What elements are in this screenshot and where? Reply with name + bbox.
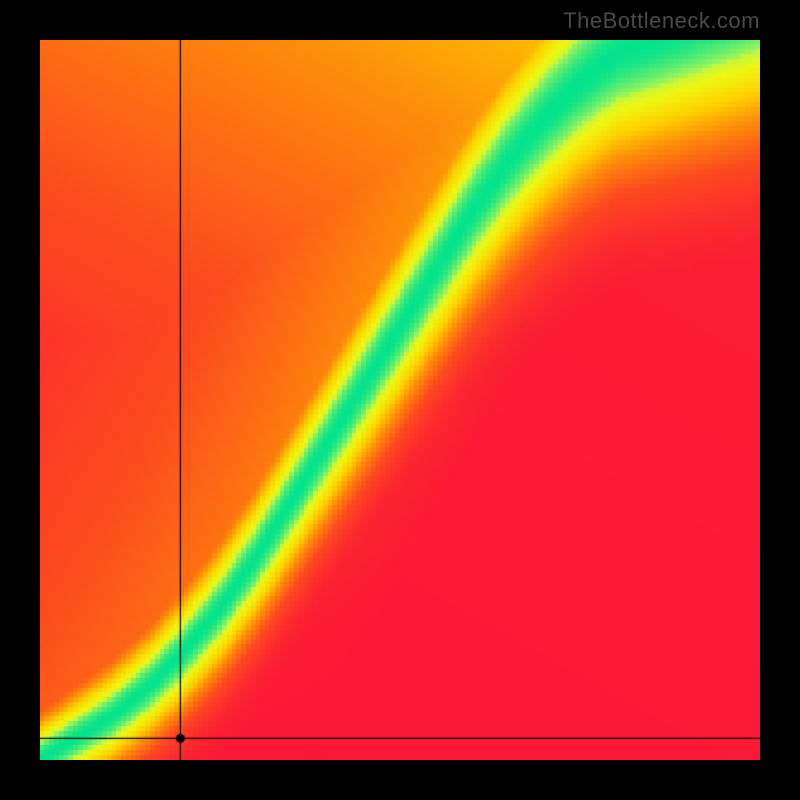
watermark-text: TheBottleneck.com — [563, 8, 760, 34]
heatmap-canvas — [40, 40, 760, 760]
heatmap-plot — [40, 40, 760, 760]
